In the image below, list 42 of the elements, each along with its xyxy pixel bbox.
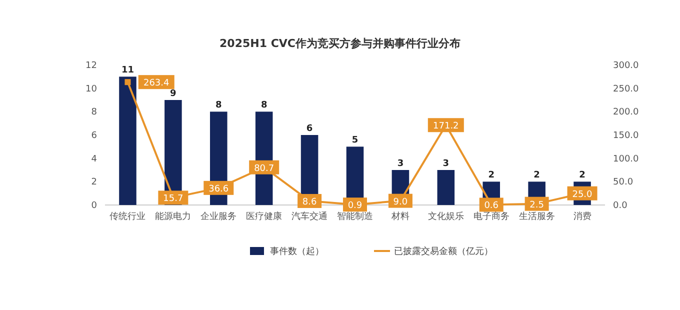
- y2-tick-label: 100.0: [613, 154, 640, 164]
- y-tick-label: 10: [86, 84, 98, 94]
- y-tick-label: 8: [91, 108, 98, 118]
- x-tick-label: 能源电力: [155, 211, 192, 222]
- data-label: 263.4: [143, 78, 170, 89]
- legend-label: 事件数（起）: [270, 246, 324, 257]
- y-tick-label: 4: [91, 154, 98, 164]
- data-label: 5: [352, 136, 358, 146]
- data-label: 2: [534, 170, 540, 181]
- y2-tick-label: 50.0: [613, 178, 634, 188]
- y-tick-label: 12: [86, 61, 97, 71]
- data-label: 8: [260, 100, 268, 111]
- x-tick-label: 生活服务: [518, 211, 555, 222]
- x-tick-label: 传统行业: [110, 211, 146, 222]
- data-label: 11: [121, 66, 134, 76]
- x-tick-label: 消费: [573, 211, 592, 222]
- legend-label: 已披露交易金额（亿元）: [394, 246, 493, 257]
- data-label: 3: [442, 159, 450, 169]
- data-label: 2: [579, 170, 586, 181]
- x-tick-label: 汽车交通: [292, 211, 328, 222]
- y2-tick-label: 0.0: [613, 201, 628, 211]
- y-tick-label: 2: [91, 178, 97, 188]
- y-tick-label: 0: [91, 201, 98, 211]
- bar: [119, 76, 136, 205]
- bar: [437, 170, 455, 205]
- data-label: 8: [216, 100, 222, 111]
- data-label: 2: [488, 170, 494, 181]
- data-label: 9: [170, 89, 176, 99]
- x-tick-label: 文化娱乐: [428, 211, 464, 222]
- y2-tick-label: 250.0: [613, 84, 640, 94]
- x-tick-label: 电子商务: [473, 211, 510, 222]
- data-label: 3: [397, 159, 404, 169]
- data-label: 6: [306, 124, 313, 134]
- chart-title: 2025H1 CVC作为竞买方参与并购事件行业分布: [220, 37, 460, 50]
- y-tick-label: 6: [91, 131, 98, 141]
- x-tick-label: 智能制造: [337, 211, 373, 222]
- y2-tick-label: 300.0: [613, 61, 640, 71]
- y2-tick-label: 150.0: [613, 131, 640, 141]
- x-tick-label: 企业服务: [200, 211, 237, 222]
- x-tick-label: 医疗健康: [246, 211, 282, 222]
- x-tick-label: 材料: [390, 211, 410, 222]
- y2-tick-label: 200.0: [613, 108, 640, 118]
